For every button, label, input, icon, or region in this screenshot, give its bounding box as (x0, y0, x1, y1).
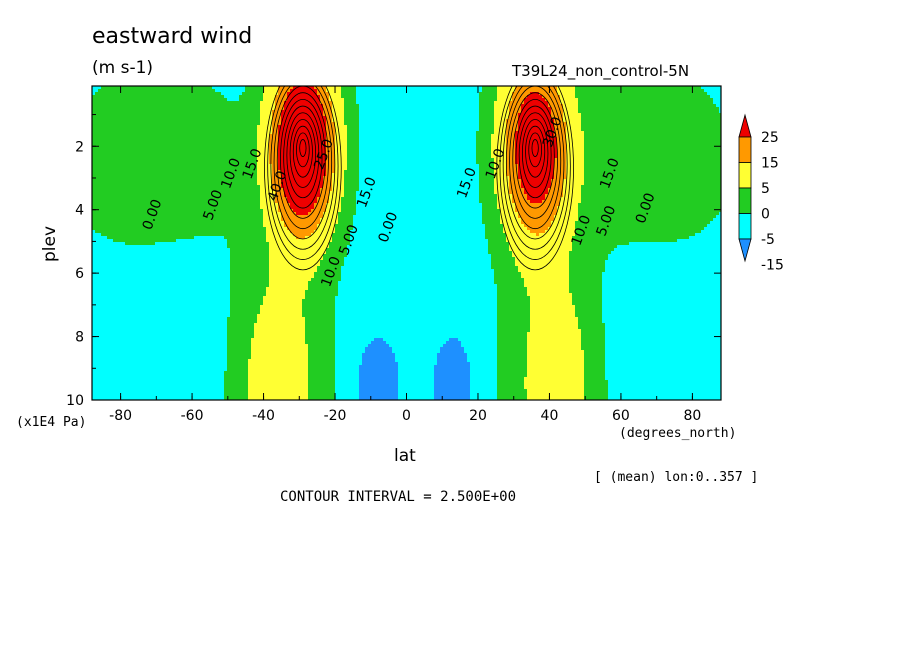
y-axis-units: (x1E4 Pa) (16, 415, 86, 430)
colorbar-label: -15 (761, 258, 784, 274)
colorbar-label: 5 (761, 181, 770, 197)
x-tick-label: -60 (181, 408, 204, 424)
colorbar-label: 25 (761, 130, 779, 146)
y-tick-label: 10 (66, 393, 84, 409)
x-tick-label: -80 (109, 408, 132, 424)
run-name: T39L24_non_control-5N (512, 62, 689, 80)
colorbar-extend-max (738, 113, 752, 138)
colorbar-label: 0 (761, 207, 770, 223)
jet-core-contours (264, 86, 342, 271)
x-tick-label: 60 (612, 408, 630, 424)
x-axis-label: lat (394, 446, 416, 466)
chart-title: eastward wind (92, 24, 252, 49)
chart-units: (m s-1) (92, 58, 153, 78)
x-axis-units: (degrees_north) (619, 426, 736, 441)
colorbar-segment (738, 136, 752, 163)
x-tick-label: -40 (252, 408, 275, 424)
x-tick-label: 20 (469, 408, 487, 424)
colorbar-segment (738, 187, 752, 214)
y-tick-label: 4 (75, 203, 84, 219)
colorbar-extend-min (738, 238, 752, 263)
y-tick-label: 2 (75, 139, 84, 155)
colorbar-label: -5 (761, 232, 775, 248)
x-tick-label: 80 (683, 408, 701, 424)
x-axis: -80 -60 -40 -20 0 20 40 60 80 (109, 86, 701, 424)
contour-interval: CONTOUR INTERVAL = 2.500E+00 (280, 489, 516, 505)
x-tick-label: -20 (324, 408, 347, 424)
y-tick-label: 8 (75, 330, 84, 346)
colorbar-label: 15 (761, 156, 779, 172)
colorbar: 25 15 5 0 -5 -15 (738, 113, 784, 274)
colorbar-segment (738, 162, 752, 189)
y-tick-label: 6 (75, 266, 84, 282)
mean-info: [ (mean) lon:0..357 ] (594, 470, 758, 485)
x-tick-label: 40 (541, 408, 559, 424)
colorbar-segment (738, 213, 752, 240)
y-axis: 2 4 6 8 10 (66, 114, 721, 409)
x-tick-label: 0 (402, 408, 411, 424)
jet-core-contours (496, 86, 574, 271)
